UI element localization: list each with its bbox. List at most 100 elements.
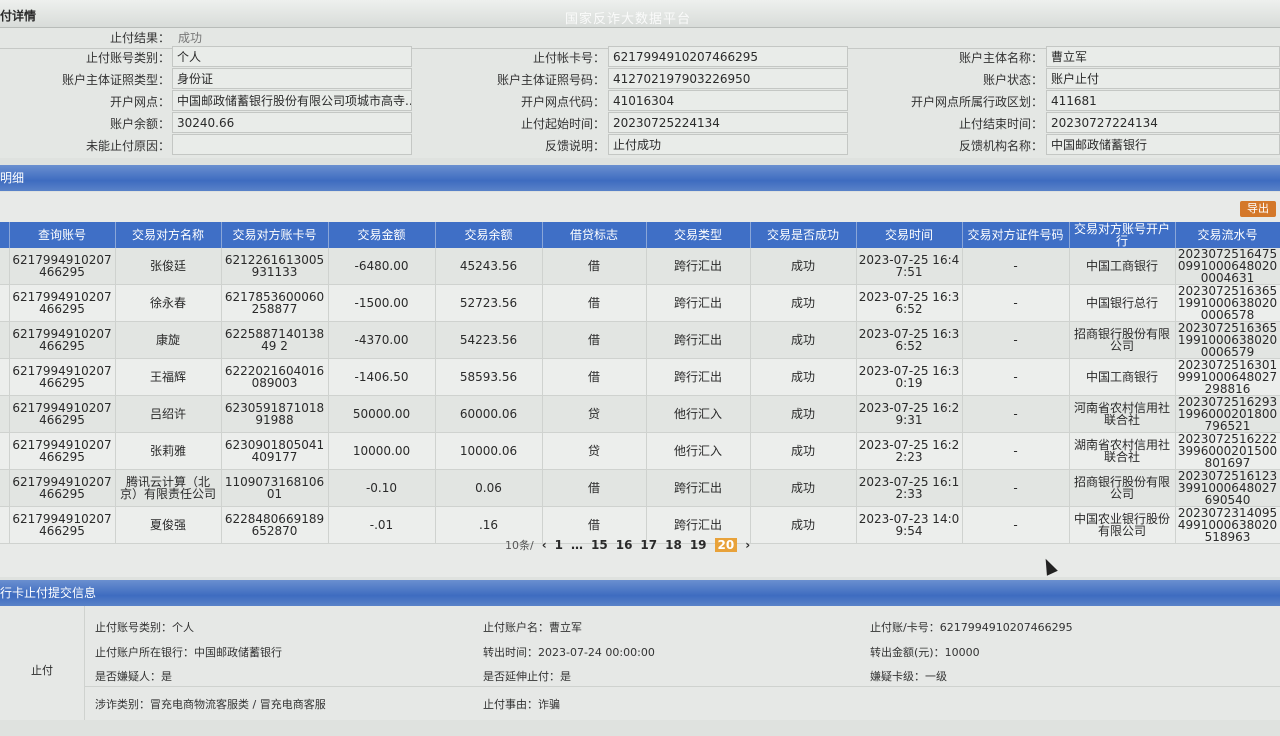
column-header[interactable]: 交易对方账卡号 xyxy=(221,222,329,248)
column-header[interactable] xyxy=(0,222,10,248)
page-link[interactable]: 15 xyxy=(591,538,608,552)
column-header[interactable]: 交易余额 xyxy=(435,222,543,248)
table-cell: 6228480669189652870 xyxy=(221,506,329,544)
table-row[interactable]: 6217994910207466295 夏俊强 622848066918965287… xyxy=(0,506,1280,544)
table-cell: 58593.56 xyxy=(435,358,543,396)
table-cell: 中国工商银行 xyxy=(1069,248,1176,285)
table-cell: 6217994910207466295 xyxy=(9,284,116,322)
field-value: 6217994910207466295 xyxy=(608,46,848,67)
page-size-select[interactable]: 10条/ xyxy=(505,539,534,552)
submission-section-header: 行卡止付提交信息 xyxy=(0,580,1280,606)
page-link[interactable]: 1 xyxy=(554,538,564,552)
field-label: 账户状态： xyxy=(982,73,1043,87)
column-header[interactable]: 交易时间 xyxy=(856,222,963,248)
column-header[interactable]: 交易对方账号开户行 xyxy=(1069,222,1176,248)
submission-field: 止付账/卡号：6217994910207466295 xyxy=(870,621,1073,634)
table-row[interactable]: 6217994910207466295 康旋 622588714013849 2 -4… xyxy=(0,321,1280,359)
column-header[interactable]: 交易流水号 xyxy=(1175,222,1280,248)
field-label: 止付帐卡号： xyxy=(532,51,605,65)
field-value: 412702197903226950 xyxy=(608,68,848,89)
column-header[interactable]: 交易类型 xyxy=(646,222,751,248)
table-cell: 10000.00 xyxy=(328,432,436,470)
table-cell: 202307251636519910006380200006579 xyxy=(1175,321,1280,359)
column-header[interactable]: 交易金额 xyxy=(328,222,436,248)
table-row[interactable]: 6217994910207466295 张莉雅 623090180504140917… xyxy=(0,432,1280,470)
table-row[interactable]: 6217994910207466295 徐永春 621785360006025887… xyxy=(0,284,1280,322)
table-cell: 成功 xyxy=(750,432,857,470)
table-cell: -6480.00 xyxy=(328,248,436,285)
current-page[interactable]: 20 xyxy=(714,538,738,552)
table-cell: 招商银行股份有限公司 xyxy=(1069,321,1176,359)
column-header[interactable]: 交易对方名称 xyxy=(115,222,222,248)
table-cell: 夏俊强 xyxy=(115,506,222,544)
table-cell: 康旋 xyxy=(115,321,222,359)
table-cell: 贷 xyxy=(542,432,647,470)
table-cell: 跨行汇出 xyxy=(646,469,751,507)
watermark: 国家反诈大数据平台 xyxy=(565,12,692,27)
table-cell: 20230725162931996000201800796521 xyxy=(1175,395,1280,433)
table-cell: 6217994910207466295 xyxy=(9,469,116,507)
submission-field: 止付账户所在银行：中国邮政储蓄银行 xyxy=(95,646,282,659)
column-header[interactable]: 交易是否成功 xyxy=(750,222,857,248)
table-cell xyxy=(0,469,10,507)
table-cell: 张俊廷 xyxy=(115,248,222,285)
submission-section-title: 行卡止付提交信息 xyxy=(0,586,97,600)
table-cell: 中国银行总行 xyxy=(1069,284,1176,322)
table-cell: 20230725163019991000648027298816 xyxy=(1175,358,1280,396)
table-cell: 202307251636519910006380200006578 xyxy=(1175,284,1280,322)
table-cell: 跨行汇出 xyxy=(646,358,751,396)
column-header[interactable]: 查询账号 xyxy=(9,222,116,248)
page-link[interactable]: 16 xyxy=(615,538,633,552)
table-cell xyxy=(0,506,10,544)
table-cell: 2023-07-25 16:30:19 xyxy=(856,358,963,396)
export-button[interactable]: 导出 xyxy=(1240,201,1276,217)
table-cell: 2023-07-25 16:29:31 xyxy=(856,395,963,433)
table-cell: 2023-07-25 16:12:33 xyxy=(856,469,963,507)
table-cell: 6217994910207466295 xyxy=(9,506,116,544)
table-cell: 中国农业银行股份有限公司 xyxy=(1069,506,1176,544)
title-bar: 付详情 国家反诈大数据平台 xyxy=(0,0,1280,28)
table-cell: 2023-07-25 16:47:51 xyxy=(856,248,963,285)
field-value: 止付成功 xyxy=(608,134,848,155)
table-cell: 0.06 xyxy=(435,469,543,507)
table-row[interactable]: 6217994910207466295 王福辉 622202160401608900… xyxy=(0,358,1280,396)
table-cell: - xyxy=(962,321,1070,359)
divider xyxy=(85,686,1280,687)
table-cell: 6217994910207466295 xyxy=(9,248,116,285)
table-cell: 45243.56 xyxy=(435,248,543,285)
table-cell: -1500.00 xyxy=(328,284,436,322)
table-cell: .16 xyxy=(435,506,543,544)
field-value: 41016304 xyxy=(608,90,848,111)
table-cell: 王福辉 xyxy=(115,358,222,396)
field-value: 个人 xyxy=(172,46,412,67)
prev-page-button[interactable]: ‹ xyxy=(541,538,547,552)
table-cell: - xyxy=(962,284,1070,322)
table-row[interactable]: 6217994910207466295 腾讯云计算（北京）有限责任公司 110907… xyxy=(0,469,1280,507)
page-link[interactable]: 18 xyxy=(665,538,682,552)
table-cell: 成功 xyxy=(750,248,857,285)
submission-field: 止付事由：诈骗 xyxy=(483,698,560,711)
page-link[interactable]: 17 xyxy=(640,538,658,552)
result-value: 成功 xyxy=(178,31,203,45)
table-cell xyxy=(0,321,10,359)
page-link[interactable]: … xyxy=(571,538,584,552)
table-cell: 54223.56 xyxy=(435,321,543,359)
table-cell: 张莉雅 xyxy=(115,432,222,470)
next-page-button[interactable]: › xyxy=(745,538,751,552)
field-label: 止付起始时间： xyxy=(520,117,605,131)
table-cell: 腾讯云计算（北京）有限责任公司 xyxy=(115,469,222,507)
table-row[interactable]: 6217994910207466295 张俊廷 621226161300593113… xyxy=(0,248,1280,285)
table-cell: 招商银行股份有限公司 xyxy=(1069,469,1176,507)
table-cell: 借 xyxy=(542,358,647,396)
page-link[interactable]: 19 xyxy=(689,538,707,552)
table-cell: 河南省农村信用社联合社 xyxy=(1069,395,1176,433)
field-label: 账户主体名称： xyxy=(958,51,1043,65)
table-row[interactable]: 6217994910207466295 吕绍许 623059187101891988… xyxy=(0,395,1280,433)
column-header[interactable]: 借贷标志 xyxy=(542,222,647,248)
transactions-table: 查询账号 交易对方名称 交易对方账卡号 交易金额 交易余额 借贷标志 交易类型 交易是否成功交… xyxy=(0,222,1280,544)
column-header[interactable]: 交易对方证件号码 xyxy=(962,222,1070,248)
field-label: 账户余额： xyxy=(109,117,170,131)
table-cell: 成功 xyxy=(750,284,857,322)
table-cell: 6212261613005931133 xyxy=(221,248,329,285)
table-cell: 2023-07-25 16:36:52 xyxy=(856,321,963,359)
